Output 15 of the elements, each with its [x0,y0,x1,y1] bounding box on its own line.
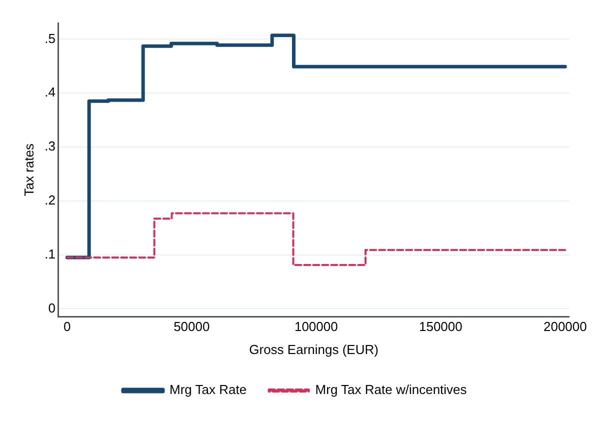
y-tick-label: .2 [44,192,56,208]
legend-label: Mrg Tax Rate [169,382,247,398]
y-tick-label: .5 [44,30,56,46]
x-tick-label: 200000 [543,319,587,334]
x-tick-label: 50000 [174,319,210,334]
x-tick-label: 150000 [418,319,462,334]
y-tick-label: 0 [48,300,56,316]
legend-label: Mrg Tax Rate w/incentives [315,382,468,398]
y-tick-label: .4 [44,84,56,100]
y-tick-label: .3 [44,138,56,154]
x-tick-label: 0 [64,319,71,334]
y-axis-title: Tax rates [21,143,36,196]
x-axis-title: Gross Earnings (EUR) [249,342,378,357]
x-tick-label: 100000 [294,319,338,334]
y-tick-label: .1 [44,246,56,262]
